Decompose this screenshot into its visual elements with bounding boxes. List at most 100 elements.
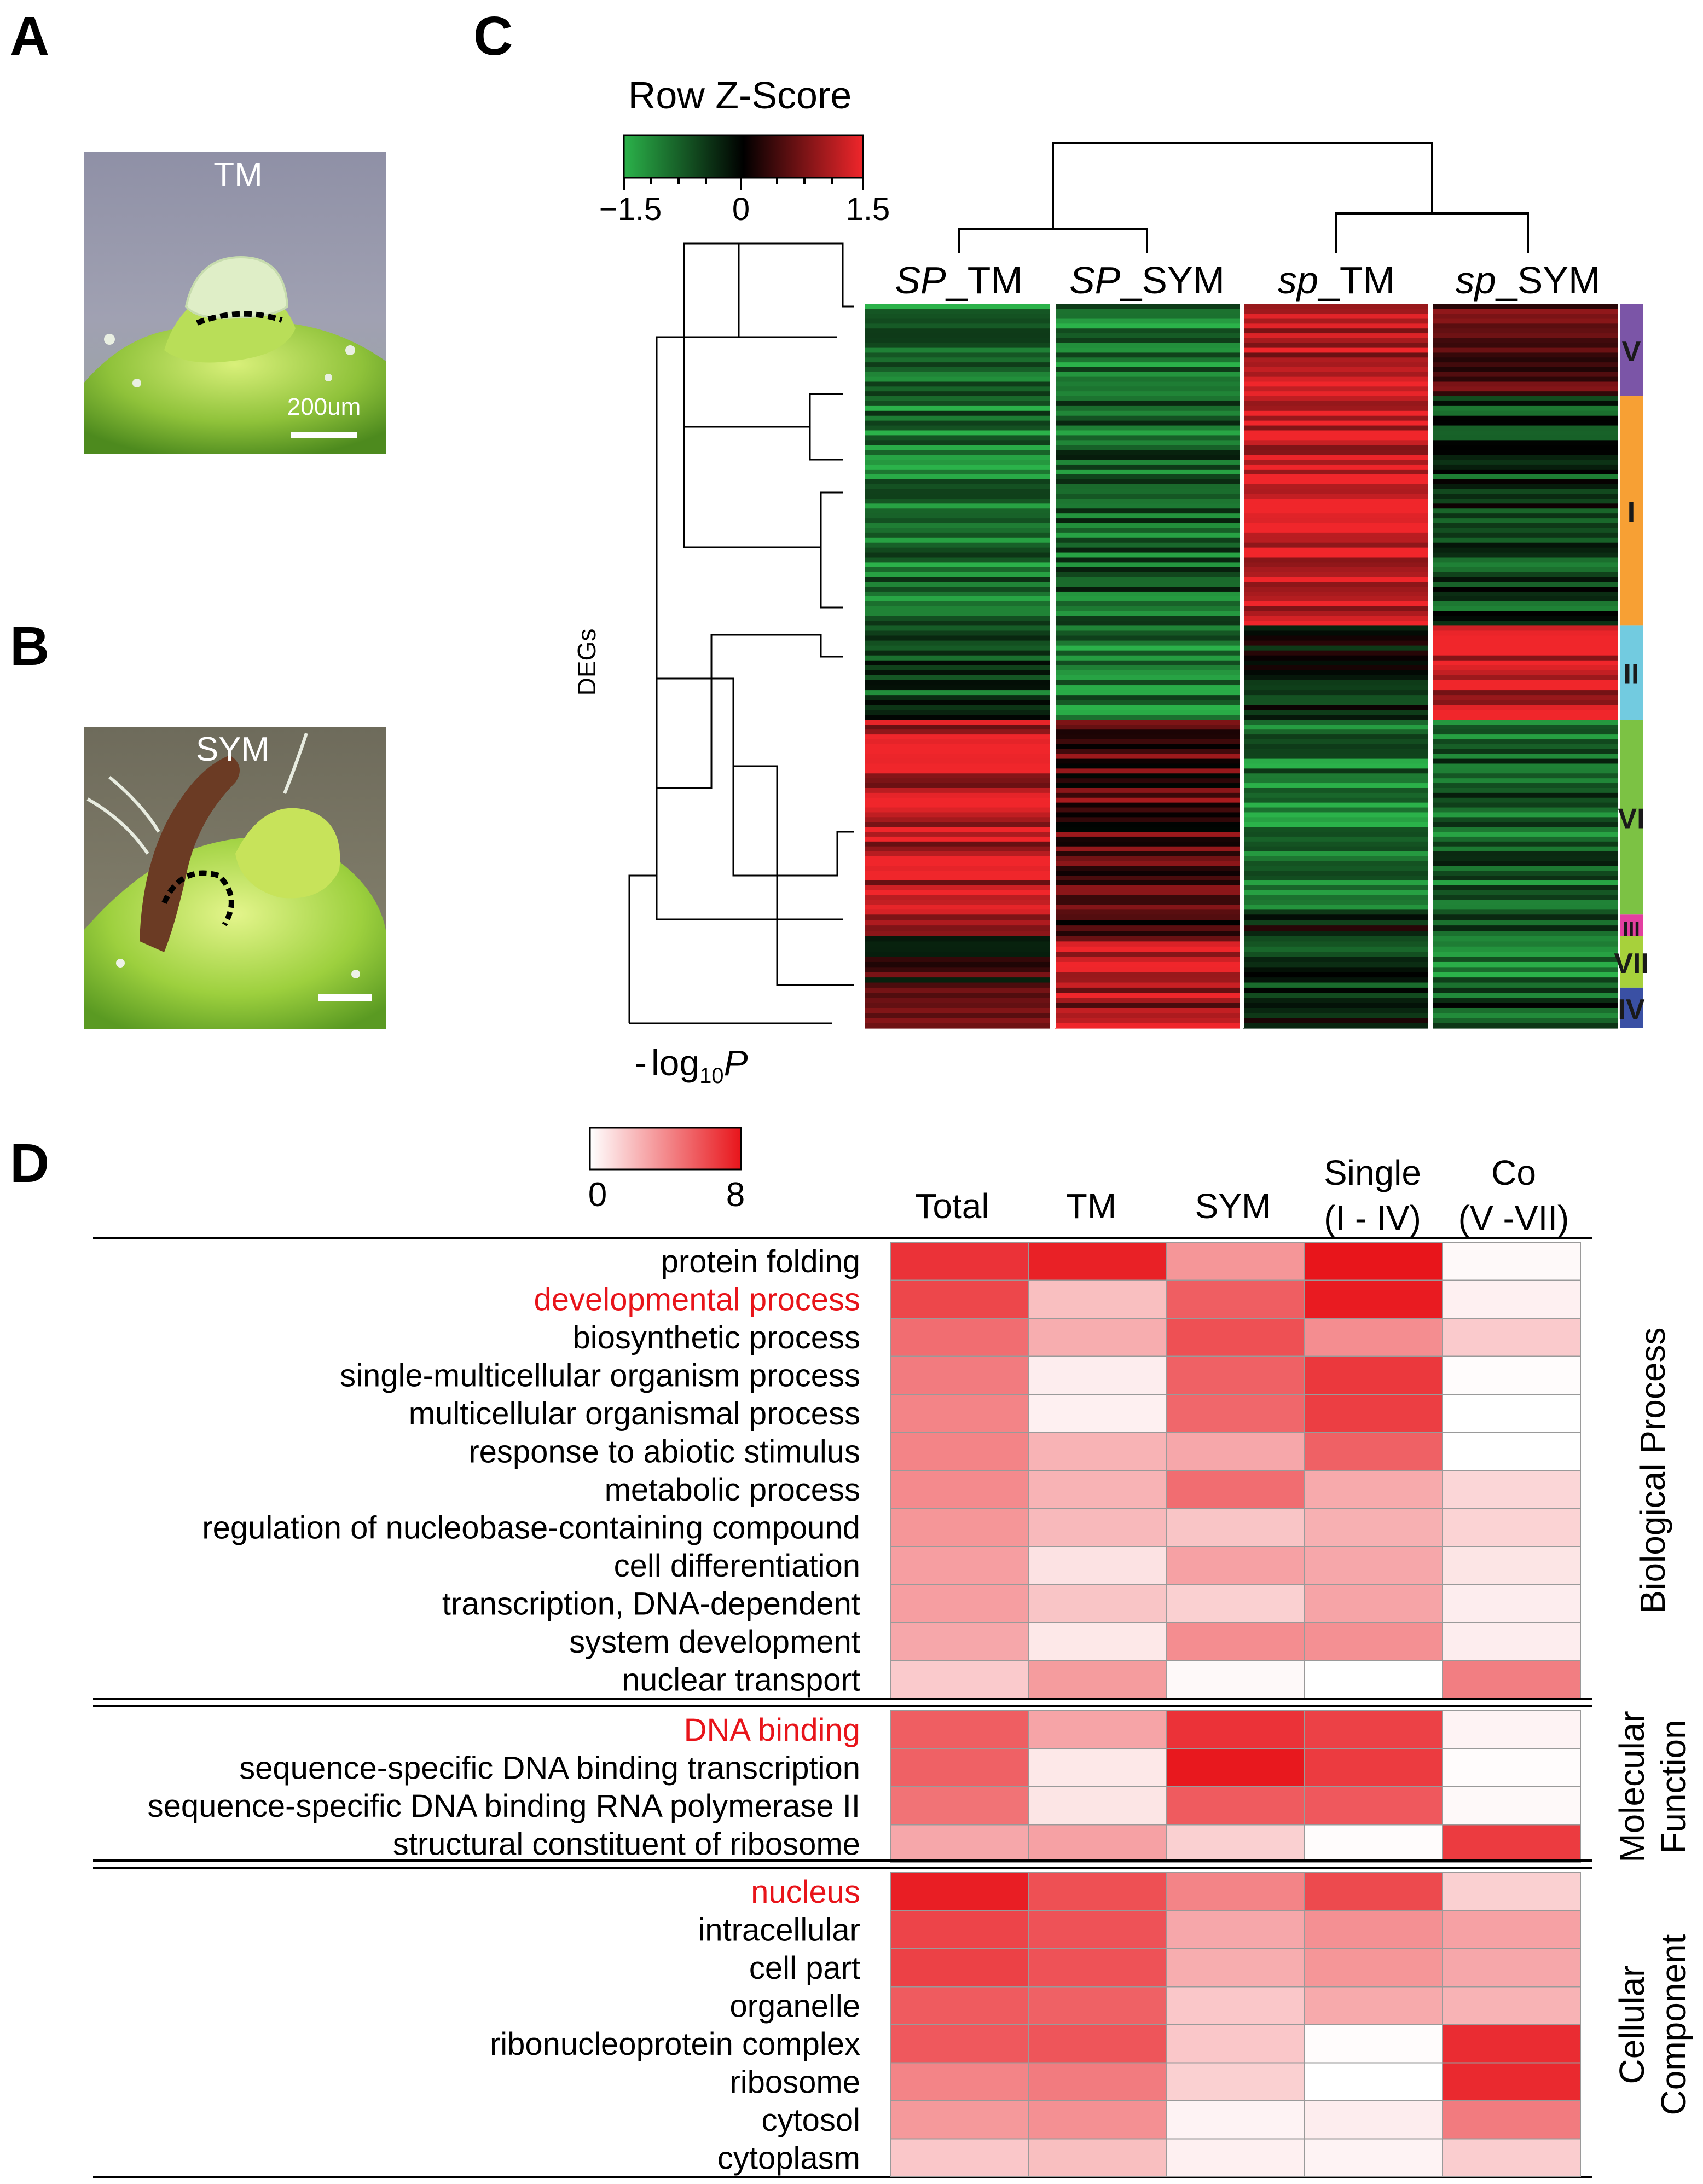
zscore-cell <box>865 787 1050 793</box>
zscore-cell <box>1055 430 1240 436</box>
zscore-cell <box>1055 582 1240 587</box>
zscore-cell <box>1055 977 1240 983</box>
zscore-cell <box>1055 982 1240 988</box>
zscore-cell <box>1055 474 1240 480</box>
go-cell <box>1166 1584 1305 1623</box>
zscore-cell <box>1055 606 1240 612</box>
zscore-cell <box>865 494 1050 500</box>
zscore-cell <box>1243 532 1428 538</box>
cluster-label-VI: VI <box>1618 803 1644 835</box>
zscore-cell <box>1433 460 1618 465</box>
zscore-cell <box>1433 587 1618 592</box>
zscore-cell <box>1055 841 1240 847</box>
cluster-label-V: V <box>1622 336 1641 368</box>
zscore-cell <box>865 998 1050 1004</box>
zscore-cell <box>1433 547 1618 553</box>
zscore-cell <box>1243 591 1428 597</box>
zscore-cell <box>1055 690 1240 696</box>
zscore-cell <box>1055 396 1240 402</box>
zscore-cell <box>865 338 1050 344</box>
zscore-cell <box>1243 885 1428 891</box>
zscore-cell <box>1243 961 1428 968</box>
zscore-cell <box>1243 895 1428 901</box>
go-cell <box>1304 1318 1443 1357</box>
zscore-cell <box>1243 650 1428 656</box>
zscore-cell <box>1243 851 1428 857</box>
go-cell <box>1304 1279 1443 1319</box>
zscore-cell <box>1433 430 1618 436</box>
go-cell <box>1442 2024 1581 2064</box>
zscore-cell <box>1243 890 1428 896</box>
zscore-cell <box>865 695 1050 700</box>
go-cell <box>890 1355 1029 1395</box>
zscore-cell <box>1055 876 1240 881</box>
go-cell <box>1304 2062 1443 2101</box>
zscore-cell <box>1243 993 1428 999</box>
zscore-cell <box>1433 518 1618 524</box>
zscore-cell <box>1055 1023 1240 1029</box>
zscore-cell <box>865 1018 1050 1024</box>
go-cell <box>1304 1508 1443 1547</box>
zscore-cell <box>1055 827 1240 832</box>
zscore-cell <box>1055 494 1240 500</box>
zscore-cell <box>1243 690 1428 696</box>
go-category-label: Cellular <box>1612 1966 1652 2084</box>
go-term-label: single-multicellular organism process <box>340 1358 860 1393</box>
zscore-cell <box>1055 670 1240 676</box>
zscore-cell <box>865 880 1050 886</box>
zscore-cell <box>1433 582 1618 587</box>
go-cell <box>1442 1432 1581 1471</box>
zscore-cell <box>1433 827 1618 832</box>
pvalue-key-max: 8 <box>726 1176 745 1214</box>
zscore-cell <box>1243 635 1428 641</box>
zscore-cell <box>865 381 1050 387</box>
zscore-cell <box>1243 513 1428 519</box>
pvalue-key-title: - log10P <box>635 1042 748 1088</box>
zscore-cell <box>1243 768 1428 774</box>
zscore-cell <box>1433 309 1618 315</box>
zscore-cell <box>865 700 1050 705</box>
zscore-cell <box>1433 880 1618 886</box>
go-cell <box>890 1872 1029 1911</box>
zscore-cell <box>1055 972 1240 978</box>
zscore-cell <box>1433 787 1618 793</box>
zscore-cell <box>1433 606 1618 612</box>
column-label-spmut-sym: sp_SYM <box>1456 259 1601 302</box>
zscore-cell <box>865 425 1050 431</box>
go-cell <box>1166 1824 1305 1863</box>
zscore-cell <box>865 758 1050 764</box>
zscore-cell <box>1433 841 1618 847</box>
zscore-cell <box>1055 499 1240 504</box>
zscore-cell <box>865 523 1050 529</box>
zscore-cell <box>1243 920 1428 926</box>
zscore-cell <box>1433 977 1618 983</box>
column-label-sp-sym: SP_SYM <box>1069 259 1225 302</box>
zscore-cell <box>1055 450 1240 455</box>
zscore-cell <box>865 435 1050 441</box>
zscore-cell <box>1433 328 1618 334</box>
zscore-cell <box>1243 523 1428 529</box>
zscore-cell <box>1433 557 1618 563</box>
zscore-cell <box>1433 1007 1618 1013</box>
zscore-cell <box>1243 606 1428 612</box>
row-dendrogram <box>628 242 854 1024</box>
zscore-cell <box>1433 333 1618 339</box>
zscore-cell <box>1433 725 1618 730</box>
go-cell <box>890 1622 1029 1661</box>
zscore-cell <box>1433 763 1618 769</box>
zscore-cell <box>1055 455 1240 460</box>
zscore-cell <box>1055 425 1240 431</box>
go-cell <box>1166 1279 1305 1319</box>
zscore-cell <box>1055 304 1240 310</box>
zscore-cell <box>1055 518 1240 524</box>
zscore-cell <box>1433 635 1618 641</box>
zscore-cell <box>1433 749 1618 755</box>
colorkey-bar <box>623 134 864 179</box>
zscore-cell <box>1243 572 1428 577</box>
go-cell <box>890 1470 1029 1509</box>
zscore-cell <box>1433 567 1618 572</box>
zscore-cell <box>1243 367 1428 373</box>
zscore-cell <box>1243 630 1428 636</box>
zscore-cell <box>1433 797 1618 803</box>
column-dendrogram <box>958 142 1529 253</box>
